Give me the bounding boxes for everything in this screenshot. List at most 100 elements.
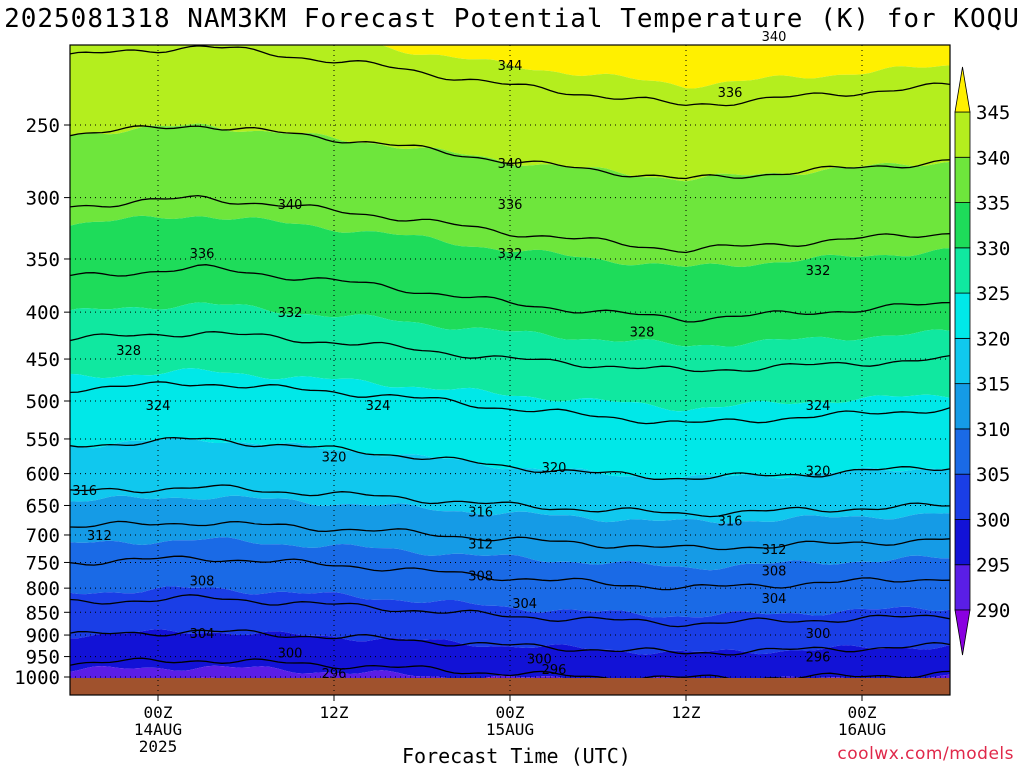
colorbar-swatch [954, 383, 971, 430]
contour-label: 328 [630, 326, 655, 341]
colorbar-swatch [954, 247, 971, 294]
contour-label: 340 [762, 30, 787, 45]
contour-label: 312 [468, 537, 493, 552]
contour-line [70, 484, 950, 518]
y-tick-label: 900 [26, 625, 60, 647]
contour-label: 324 [146, 399, 171, 414]
y-tick-label: 850 [26, 602, 60, 624]
y-tick-label: 600 [26, 464, 60, 486]
colorbar-tick-label: 310 [976, 419, 1010, 441]
colorbar-tick-label: 290 [976, 600, 1010, 622]
colorbar-tick-label: 345 [976, 102, 1010, 124]
contour-label: 320 [542, 461, 567, 476]
colorbar-swatch [954, 519, 971, 566]
contour-label: 296 [806, 651, 831, 666]
level-band [70, 537, 950, 618]
contour-label: 312 [87, 529, 112, 544]
contour-label: 336 [718, 86, 743, 101]
y-tick-label: 500 [26, 391, 60, 413]
contour-label: 340 [498, 157, 523, 172]
colorbar-tick-label: 340 [976, 147, 1010, 169]
colorbar-tick-label: 320 [976, 328, 1010, 350]
contour-label: 308 [762, 564, 787, 579]
contour-label: 312 [762, 543, 787, 558]
contour-line [70, 436, 950, 480]
contour-label: 332 [498, 247, 523, 262]
contour-label: 308 [190, 575, 215, 590]
colorbar-swatch [954, 564, 971, 611]
y-tick-label: 750 [26, 552, 60, 574]
contour-line [70, 264, 950, 323]
contour-line [70, 125, 950, 180]
x-tick-label: 12Z [672, 703, 701, 722]
contour-line [70, 629, 950, 656]
x-tick-label: 14AUG [134, 720, 182, 739]
contour-label: 316 [72, 484, 97, 499]
colorbar-swatch [954, 156, 971, 203]
contour-labels: 344 340 336 340 340 336 336 332 332 332 328 328 324 3… [72, 30, 830, 682]
contour-label: 336 [498, 198, 523, 213]
y-tick-label: 800 [26, 578, 60, 600]
x-tick-label: 2025 [139, 737, 178, 756]
contour-label: 300 [278, 646, 303, 661]
x-tick-label: 00Z [496, 703, 525, 722]
contour-label: 300 [806, 627, 831, 642]
level-band [70, 45, 950, 182]
y-tick-label: 550 [26, 429, 60, 451]
y-tick-label: 450 [26, 349, 60, 371]
y-tick-label: 300 [26, 188, 60, 210]
y-tick-label: 950 [26, 647, 60, 669]
contour-label: 304 [512, 597, 537, 612]
contour-label: 340 [278, 198, 303, 213]
level-band [70, 368, 950, 480]
colorbar-tick-label: 325 [976, 283, 1010, 305]
ground-strip [70, 678, 950, 695]
colorbar-swatch [954, 337, 971, 385]
colorbar-swatch [954, 428, 971, 475]
colorbar-top-arrow [954, 66, 971, 113]
contour-line [70, 520, 950, 551]
x-tick-label: 15AUG [486, 720, 534, 739]
level-band [380, 45, 950, 89]
contour-line [70, 45, 950, 107]
y-tick-label: 350 [26, 249, 60, 271]
contour-label: 304 [762, 592, 787, 607]
y-tick-label: 650 [26, 495, 60, 517]
contour-label: 344 [498, 59, 523, 74]
level-band [70, 215, 950, 347]
contour-line [70, 381, 950, 425]
colorbar-tick-label: 300 [976, 509, 1010, 531]
colorbar-swatch [954, 473, 971, 520]
contour-label: 316 [718, 514, 743, 529]
colorbar-swatch [954, 111, 971, 158]
contour-label: 328 [116, 344, 141, 359]
colorbar-tick-label: 295 [976, 555, 1010, 577]
x-axis-title: Forecast Time (UTC) [402, 744, 631, 768]
contour-label: 324 [806, 399, 831, 414]
x-tick-label: 00Z [144, 703, 173, 722]
contour-label: 332 [806, 264, 831, 279]
colorbar-tick-label: 335 [976, 193, 1010, 215]
site-credit[interactable]: coolwx.com/models [837, 744, 1014, 764]
contour-label: 308 [468, 570, 493, 585]
colorbar-swatch [954, 292, 971, 339]
y-tick-label: 1000 [14, 667, 60, 689]
contour-label: 332 [278, 306, 303, 321]
y-tick-label: 400 [26, 302, 60, 324]
contour-label: 300 [527, 653, 552, 668]
colorbar-tick-label: 315 [976, 374, 1010, 396]
colorbar-bottom-arrow [954, 609, 971, 656]
colorbar-swatch [954, 202, 971, 249]
colorbar: 290 295 300 305 310 315 320 325 330 335 340 345 [954, 66, 1010, 656]
grid-lines [70, 45, 950, 695]
contour-label: 296 [322, 667, 347, 682]
contour-label: 320 [322, 451, 347, 466]
contour-line [70, 594, 950, 628]
level-band [70, 495, 950, 571]
colorbar-tick-label: 330 [976, 238, 1010, 260]
contour-label: 316 [468, 506, 493, 521]
colorbar-tick-label: 305 [976, 464, 1010, 486]
contour-label: 320 [806, 464, 831, 479]
y-tick-label: 700 [26, 525, 60, 547]
